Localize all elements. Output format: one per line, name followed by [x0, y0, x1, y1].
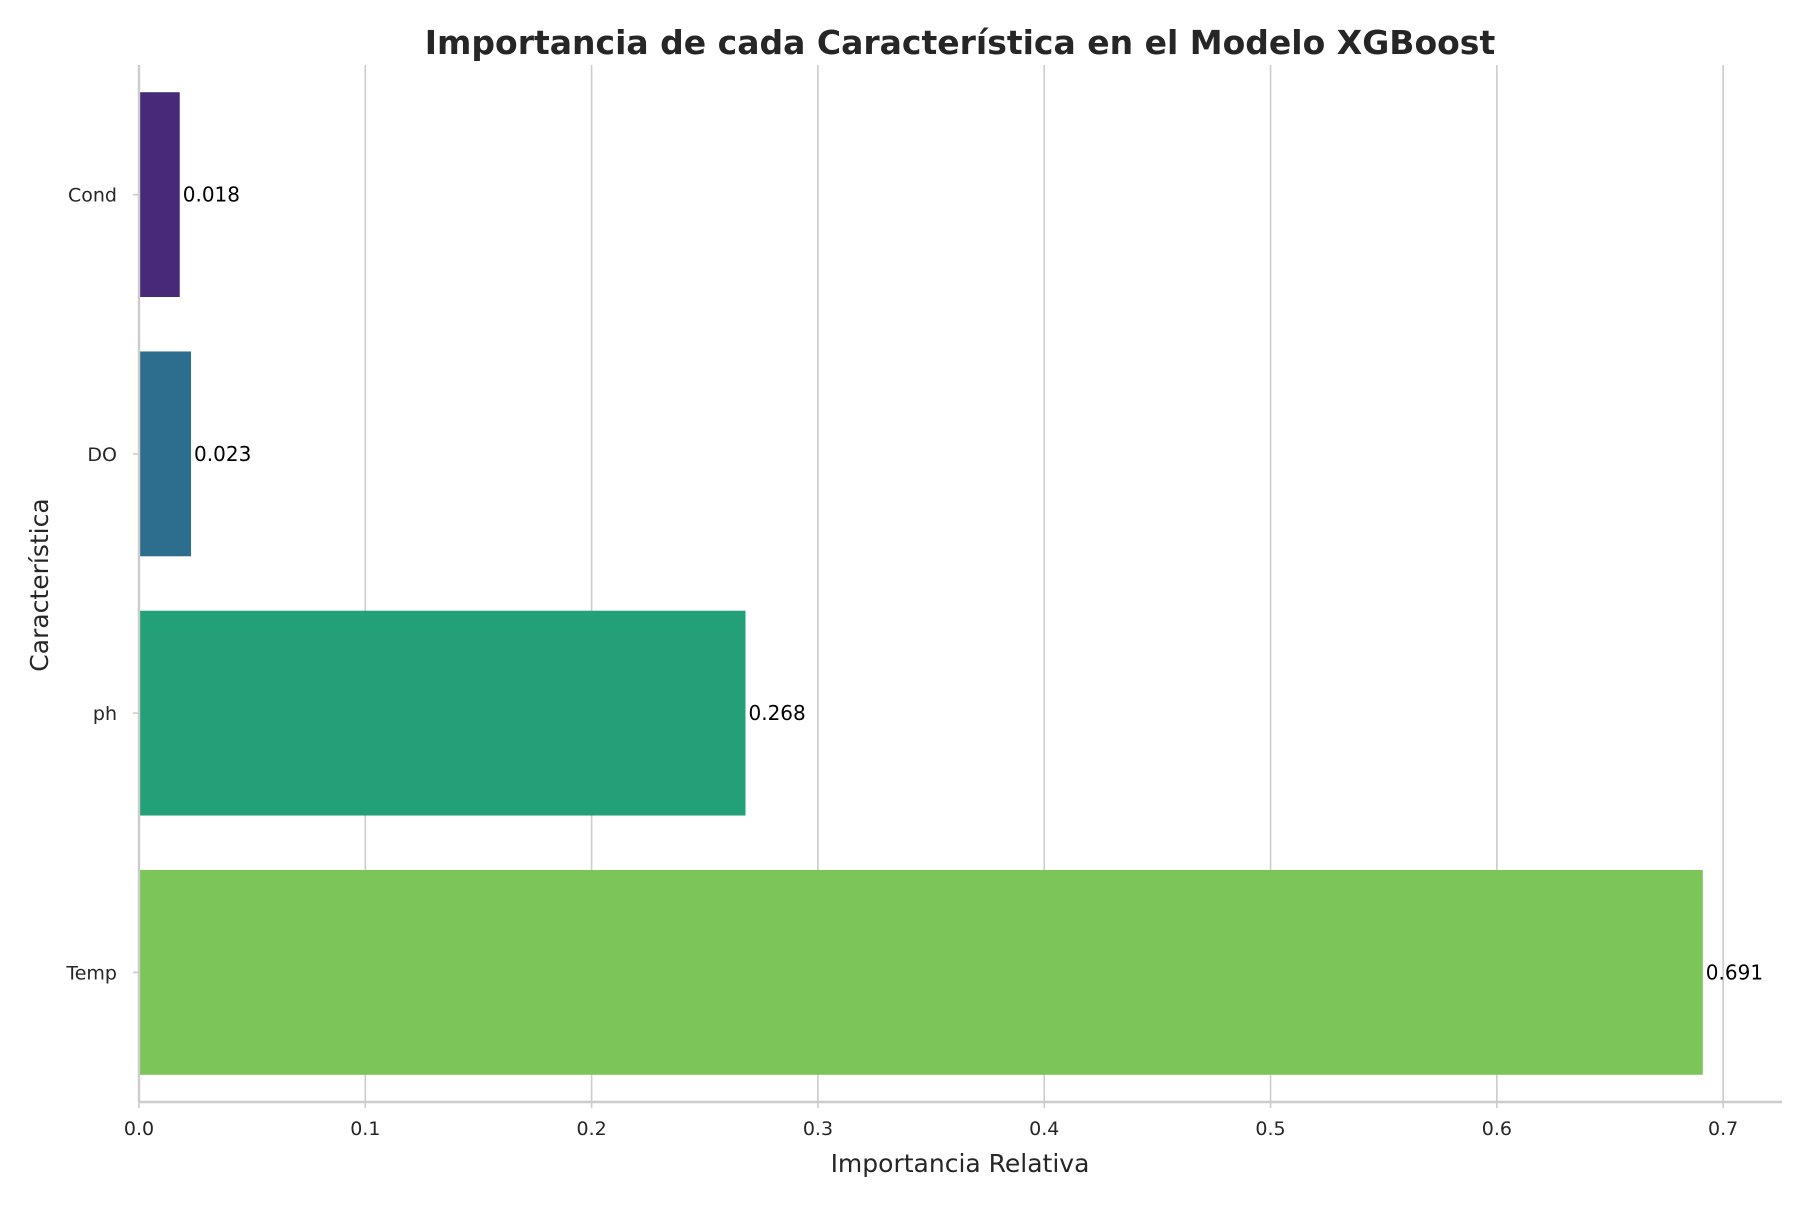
x-tick-label: 0.3: [803, 1118, 833, 1140]
y-axis-label: Característica: [25, 498, 54, 671]
data-label: 0.023: [194, 442, 251, 466]
chart-title: Importancia de cada Característica en el…: [425, 23, 1496, 62]
x-tick-label: 0.0: [124, 1118, 154, 1140]
x-axis-label: Importancia Relativa: [831, 1149, 1090, 1178]
data-label: 0.018: [183, 183, 240, 207]
data-label: 0.691: [1706, 960, 1763, 984]
x-tick-label: 0.2: [577, 1118, 607, 1140]
x-tick-label: 0.1: [350, 1118, 380, 1140]
data-label: 0.268: [749, 701, 806, 725]
y-tick-label: ph: [93, 703, 117, 725]
y-tick-label: DO: [87, 444, 117, 466]
x-tick-label: 0.6: [1482, 1118, 1512, 1140]
bar-do: [139, 351, 192, 557]
bar-cond: [139, 92, 180, 298]
tick-layer: 0.0 0.1 0.2 0.3 0.4 0.5 0.6 0.7: [124, 193, 1738, 1140]
y-tick-label: Cond: [68, 185, 117, 207]
bar-ph: [139, 610, 746, 816]
x-tick-label: 0.5: [1255, 1118, 1285, 1140]
bar-temp: [139, 869, 1703, 1075]
spine-layer: [137, 65, 1782, 1104]
bar-layer: [139, 92, 1703, 1075]
x-tick-label: 0.4: [1029, 1118, 1059, 1140]
grid-layer: [364, 65, 1724, 1102]
label-layer: Cond 0.018 DO 0.023 ph 0.268 Temp 0.691: [65, 183, 1763, 985]
y-tick-label: Temp: [65, 962, 117, 984]
x-tick-label: 0.7: [1708, 1118, 1738, 1140]
